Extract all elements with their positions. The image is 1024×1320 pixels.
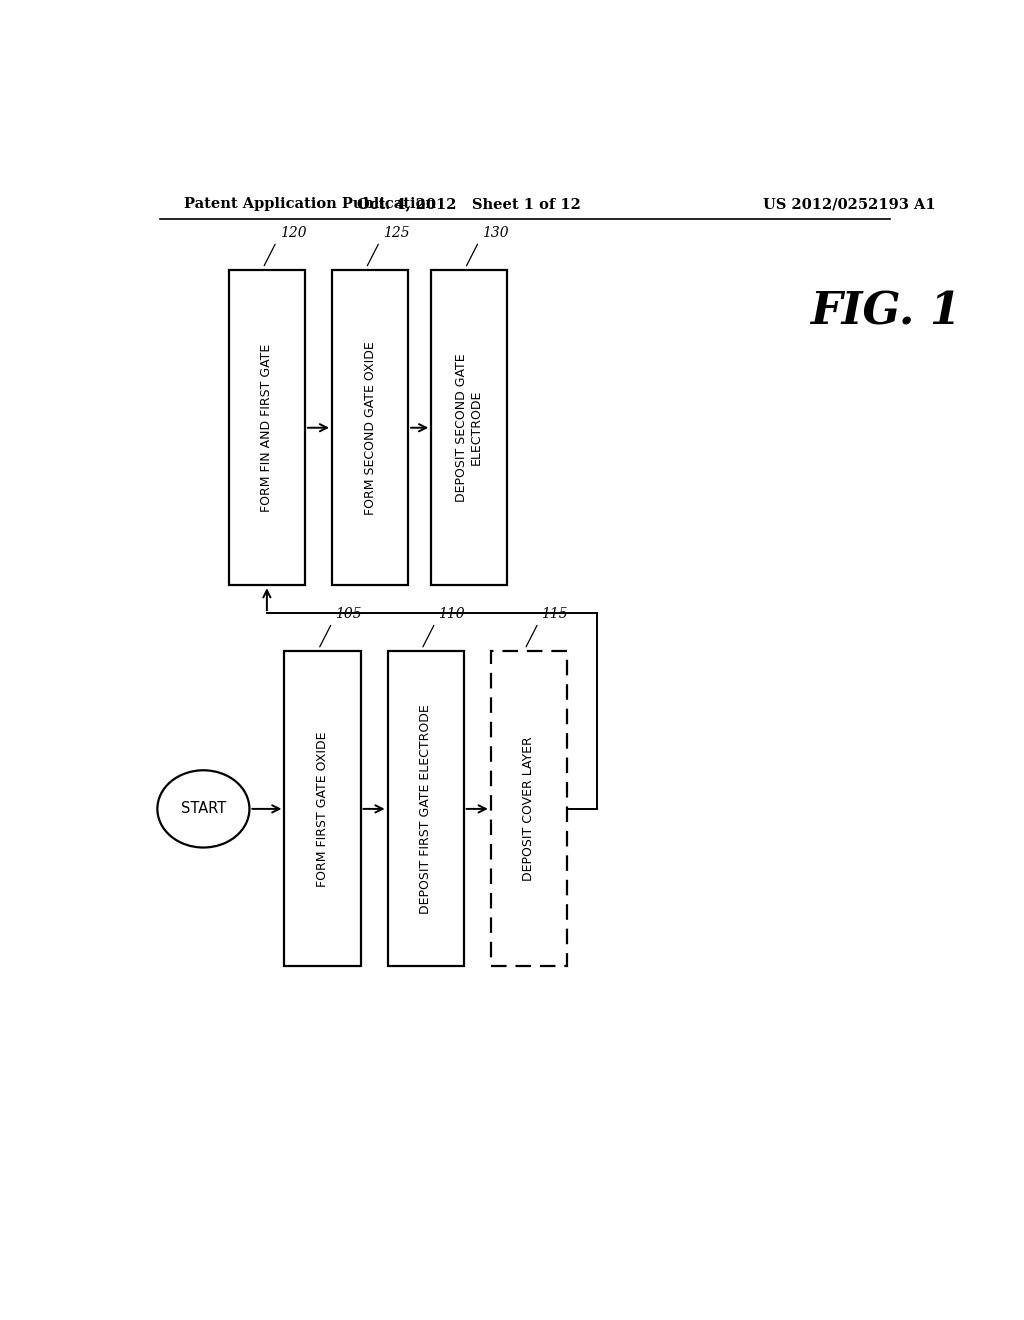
Text: DEPOSIT SECOND GATE
ELECTRODE: DEPOSIT SECOND GATE ELECTRODE bbox=[456, 354, 483, 502]
Text: FORM FIRST GATE OXIDE: FORM FIRST GATE OXIDE bbox=[316, 731, 329, 887]
Text: DEPOSIT COVER LAYER: DEPOSIT COVER LAYER bbox=[522, 737, 536, 882]
Bar bbox=[228, 271, 305, 585]
Text: 115: 115 bbox=[542, 607, 568, 620]
Text: DEPOSIT FIRST GATE ELECTRODE: DEPOSIT FIRST GATE ELECTRODE bbox=[419, 704, 432, 913]
Text: US 2012/0252193 A1: US 2012/0252193 A1 bbox=[763, 197, 936, 211]
Text: 105: 105 bbox=[335, 607, 361, 620]
Bar bbox=[490, 651, 567, 966]
Text: 110: 110 bbox=[438, 607, 465, 620]
Bar bbox=[332, 271, 409, 585]
Ellipse shape bbox=[158, 771, 250, 847]
Text: Oct. 4, 2012   Sheet 1 of 12: Oct. 4, 2012 Sheet 1 of 12 bbox=[357, 197, 582, 211]
Text: Patent Application Publication: Patent Application Publication bbox=[183, 197, 435, 211]
Text: FORM SECOND GATE OXIDE: FORM SECOND GATE OXIDE bbox=[364, 341, 377, 515]
Bar bbox=[387, 651, 464, 966]
Text: FORM FIN AND FIRST GATE: FORM FIN AND FIRST GATE bbox=[260, 343, 273, 512]
Text: 120: 120 bbox=[280, 226, 306, 240]
Text: 125: 125 bbox=[383, 226, 410, 240]
Bar bbox=[431, 271, 507, 585]
Text: START: START bbox=[181, 801, 226, 816]
Text: FIG. 1: FIG. 1 bbox=[811, 290, 962, 334]
Text: 130: 130 bbox=[482, 226, 509, 240]
Bar bbox=[285, 651, 360, 966]
